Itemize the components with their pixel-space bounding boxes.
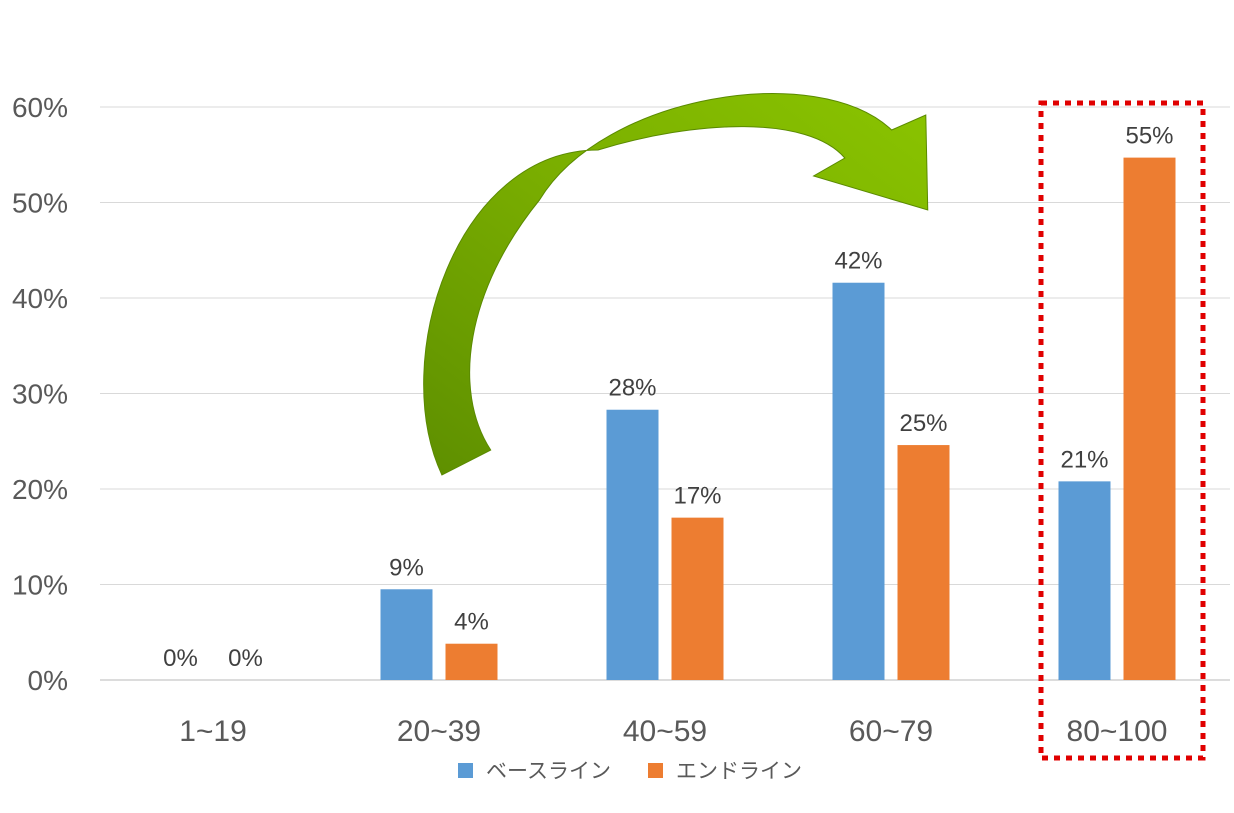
- legend-item: ベースライン: [458, 759, 611, 783]
- data-label: 0%: [163, 645, 198, 672]
- legend-swatch: [458, 763, 473, 778]
- y-tick-label: 30%: [12, 379, 68, 410]
- legend: ベースライン エンドライン: [458, 759, 802, 783]
- curved-arrow: [423, 93, 929, 476]
- data-labels: 0% 0% 9% 4% 28% 17% 42% 25% 21% 55%: [163, 123, 1173, 672]
- x-axis: 1~19 20~39 40~59 60~79 80~100: [179, 715, 1167, 748]
- y-tick-label: 0%: [28, 665, 68, 696]
- data-label: 25%: [899, 410, 947, 437]
- bar: [1058, 481, 1111, 680]
- annotations: [423, 93, 1206, 761]
- y-tick-label: 60%: [12, 92, 68, 123]
- legend-swatch: [648, 763, 663, 778]
- y-tick-label: 20%: [12, 474, 68, 505]
- bar: [445, 643, 498, 680]
- bars: [380, 157, 1176, 681]
- bar: [832, 282, 885, 680]
- x-tick-label: 60~79: [849, 715, 933, 748]
- x-tick-label: 80~100: [1067, 715, 1168, 748]
- y-tick-label: 10%: [12, 570, 68, 601]
- y-tick-label: 40%: [12, 283, 68, 314]
- x-tick-label: 1~19: [179, 715, 247, 748]
- data-label: 17%: [673, 483, 721, 510]
- legend-label: ベースライン: [486, 759, 611, 783]
- bar: [671, 517, 724, 680]
- x-tick-label: 40~59: [623, 715, 707, 748]
- bar: [1123, 157, 1176, 681]
- bar: [897, 445, 950, 680]
- legend-label: エンドライン: [676, 759, 802, 783]
- legend-item: エンドライン: [648, 759, 802, 783]
- data-label: 21%: [1060, 446, 1108, 473]
- y-axis: 0% 10% 20% 30% 40% 50% 60%: [12, 92, 68, 696]
- data-label: 42%: [834, 248, 882, 275]
- bar: [380, 589, 433, 680]
- data-label: 55%: [1125, 123, 1173, 150]
- bar: [606, 409, 659, 680]
- data-label: 28%: [608, 375, 656, 402]
- data-label: 4%: [454, 609, 489, 636]
- data-label: 9%: [389, 554, 424, 581]
- x-tick-label: 20~39: [397, 715, 481, 748]
- data-label: 0%: [228, 645, 263, 672]
- y-tick-label: 50%: [12, 188, 68, 219]
